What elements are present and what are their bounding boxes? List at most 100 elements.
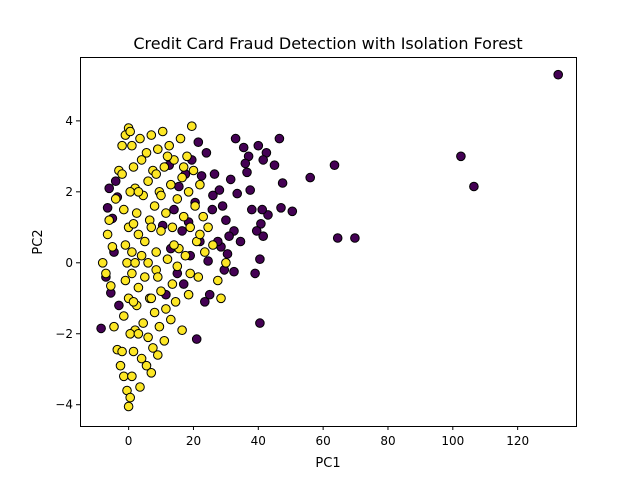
data-point-series-1 bbox=[172, 261, 183, 272]
data-point-series-1 bbox=[115, 360, 126, 371]
data-point-series-1 bbox=[119, 204, 129, 215]
data-point-series-1 bbox=[177, 325, 187, 336]
data-point-series-0 bbox=[203, 256, 213, 266]
data-point-series-1 bbox=[178, 211, 189, 222]
data-point-series-0 bbox=[247, 204, 257, 215]
data-point-series-1 bbox=[123, 401, 134, 412]
data-point-series-0 bbox=[200, 297, 210, 307]
y-axis-label: PC2 bbox=[31, 229, 46, 254]
data-point-series-0 bbox=[250, 268, 260, 279]
data-point-series-1 bbox=[167, 279, 178, 289]
data-point-series-1 bbox=[187, 121, 197, 131]
data-point-series-1 bbox=[148, 343, 158, 353]
data-point-series-1 bbox=[140, 236, 150, 247]
data-point-series-0 bbox=[96, 323, 106, 334]
data-point-series-1 bbox=[166, 179, 176, 190]
data-point-series-0 bbox=[287, 206, 298, 217]
data-point-series-1 bbox=[143, 332, 153, 343]
data-point-series-1 bbox=[120, 240, 131, 250]
data-point-series-0 bbox=[201, 148, 212, 158]
data-point-series-0 bbox=[204, 289, 215, 300]
data-point-series-1 bbox=[170, 297, 181, 307]
data-point-series-1 bbox=[183, 187, 194, 197]
data-point-series-0 bbox=[225, 174, 236, 185]
data-point-series-0 bbox=[104, 183, 114, 194]
data-point-series-0 bbox=[235, 236, 246, 247]
data-point-series-1 bbox=[122, 258, 132, 268]
data-point-series-1 bbox=[167, 222, 178, 233]
data-point-series-1 bbox=[221, 258, 231, 268]
data-point-series-0 bbox=[102, 203, 113, 213]
data-point-series-1 bbox=[109, 321, 119, 332]
data-point-series-1 bbox=[127, 371, 137, 382]
data-point-series-1 bbox=[135, 133, 145, 144]
data-point-series-0 bbox=[221, 215, 231, 225]
data-point-series-1 bbox=[159, 336, 170, 346]
data-point-series-0 bbox=[332, 233, 343, 243]
data-point-series-1 bbox=[195, 229, 205, 240]
data-point-series-1 bbox=[166, 314, 176, 325]
data-point-series-0 bbox=[191, 334, 202, 344]
data-point-series-1 bbox=[110, 194, 121, 204]
data-point-series-0 bbox=[251, 226, 262, 236]
data-point-series-1 bbox=[178, 162, 189, 172]
data-point-series-0 bbox=[263, 210, 273, 220]
data-point-series-1 bbox=[133, 229, 144, 240]
data-point-series-1 bbox=[127, 268, 137, 279]
x-tick-label: 120 bbox=[506, 434, 529, 448]
data-point-series-1 bbox=[146, 222, 157, 233]
data-point-series-1 bbox=[151, 247, 161, 257]
data-point-series-1 bbox=[156, 190, 166, 201]
data-point-series-1 bbox=[125, 329, 135, 339]
data-point-series-1 bbox=[143, 176, 153, 186]
data-point-series-0 bbox=[224, 231, 234, 241]
data-point-series-1 bbox=[177, 172, 187, 183]
data-point-series-1 bbox=[200, 247, 210, 257]
data-point-series-1 bbox=[119, 371, 129, 382]
data-point-series-1 bbox=[157, 126, 168, 137]
data-point-series-1 bbox=[216, 293, 226, 304]
data-point-series-1 bbox=[106, 281, 116, 291]
data-point-series-1 bbox=[172, 194, 183, 204]
y-tick-label: −4 bbox=[55, 398, 73, 412]
data-point-series-1 bbox=[183, 289, 194, 300]
data-point-series-0 bbox=[230, 133, 241, 144]
x-tick-label: 0 bbox=[125, 434, 133, 448]
data-point-series-1 bbox=[127, 140, 137, 151]
y-tick-label: −2 bbox=[55, 327, 73, 341]
data-point-series-0 bbox=[178, 279, 189, 289]
y-tick-label: 0 bbox=[65, 256, 73, 270]
points-layer bbox=[96, 69, 564, 412]
data-point-series-1 bbox=[153, 272, 163, 282]
data-point-series-1 bbox=[193, 272, 204, 282]
plot-frame bbox=[80, 57, 577, 427]
data-point-series-0 bbox=[329, 160, 340, 170]
data-point-series-1 bbox=[159, 162, 170, 172]
data-point-series-0 bbox=[207, 204, 218, 215]
data-point-series-1 bbox=[138, 318, 148, 328]
data-point-series-1 bbox=[133, 187, 144, 197]
data-point-series-0 bbox=[350, 233, 360, 243]
data-point-series-0 bbox=[276, 203, 286, 213]
data-point-series-1 bbox=[141, 148, 152, 158]
data-point-series-0 bbox=[238, 142, 249, 153]
data-point-series-1 bbox=[203, 222, 213, 233]
data-point-series-1 bbox=[140, 272, 150, 282]
data-point-series-1 bbox=[133, 329, 144, 339]
data-point-series-1 bbox=[175, 133, 186, 144]
data-point-series-0 bbox=[456, 151, 466, 162]
data-point-series-1 bbox=[136, 155, 147, 165]
data-point-series-1 bbox=[162, 254, 173, 265]
data-point-series-0 bbox=[222, 249, 233, 259]
data-point-series-0 bbox=[256, 219, 266, 229]
data-point-series-1 bbox=[127, 247, 137, 257]
data-point-series-1 bbox=[146, 368, 157, 378]
data-point-series-1 bbox=[190, 201, 200, 211]
data-point-series-1 bbox=[161, 304, 171, 314]
data-point-series-0 bbox=[209, 169, 220, 179]
data-point-series-0 bbox=[245, 185, 255, 195]
x-axis-label: PC1 bbox=[315, 456, 340, 471]
x-tick-label: 60 bbox=[315, 434, 330, 448]
data-point-series-0 bbox=[274, 133, 285, 144]
data-point-series-1 bbox=[195, 179, 205, 190]
